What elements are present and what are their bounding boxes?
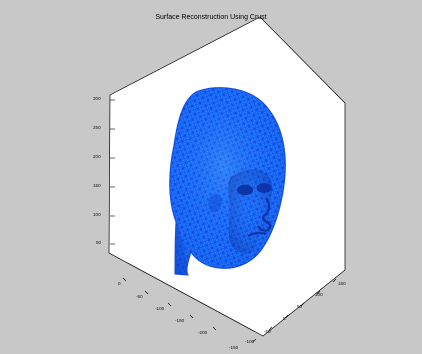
ear [208,193,222,213]
y-axis-ticks [252,278,337,343]
y-tick-label: 0 [283,316,286,321]
x-tick-label: -150 [175,318,185,323]
y-tick-label: 150 [338,281,346,286]
x-axis-ticks [122,277,217,331]
x-tick-label: 0 [118,281,121,286]
y-tick-label: -50 [264,329,271,334]
x-tick-label: -100 [155,306,165,311]
z-tick-label: 100 [93,212,101,217]
y-tick-label: 50 [297,304,303,309]
z-axis-ticks [110,99,115,245]
head-mesh-surface [169,87,286,276]
z-tick-label: 150 [93,183,101,188]
y-tick-label: -150 [229,345,239,350]
mouth [247,231,267,237]
nose [257,197,272,232]
right-eye-socket [256,183,272,193]
figure-title: Surface Reconstruction Using Crust [155,14,267,21]
x-tick-label: -200 [198,330,208,335]
x-tick-label: -50 [136,294,143,299]
y-tick-label: -100 [245,339,255,344]
z-tick-label: 300 [93,96,101,101]
z-tick-label: 250 [93,125,101,130]
left-eye-socket [237,184,253,196]
z-tick-label: 50 [96,240,102,245]
y-tick-label: 100 [315,292,323,297]
z-tick-label: 200 [93,154,101,159]
